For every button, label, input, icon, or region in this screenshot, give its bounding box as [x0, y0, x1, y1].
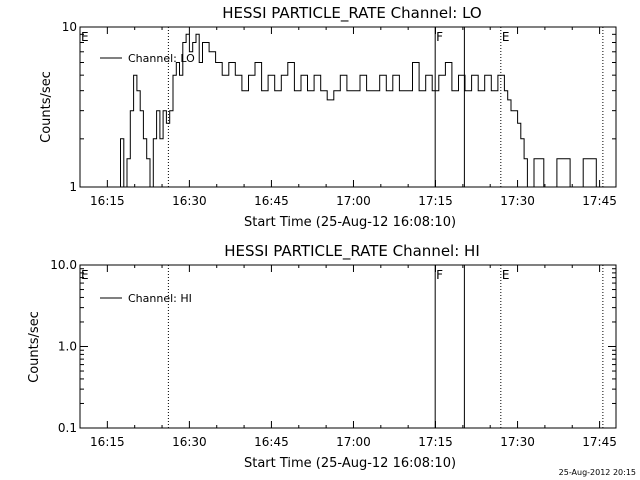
- lo-x-tick-label: 17:45: [582, 194, 617, 208]
- hi-y-tick-label: 10.0: [50, 258, 77, 272]
- hi-y-tick-label: 1.0: [58, 340, 77, 354]
- lo-x-tick-label: 16:30: [172, 194, 207, 208]
- hi-chart-title: HESSI PARTICLE_RATE Channel: HI: [224, 242, 480, 261]
- lo-x-tick-label: 17:30: [500, 194, 535, 208]
- hi-marker-label: F: [436, 268, 443, 282]
- hi-x-tick-label: 16:45: [254, 435, 289, 449]
- hi-x-tick-label: 17:00: [336, 435, 371, 449]
- lo-y-tick-label: 1: [69, 180, 77, 194]
- lo-x-tick-label: 16:15: [90, 194, 125, 208]
- hi-y-tick-label: 0.1: [58, 421, 77, 435]
- hi-x-tick-label: 17:30: [500, 435, 535, 449]
- lo-series-line: [117, 33, 603, 188]
- lo-marker-label: E: [502, 30, 510, 44]
- hi-ticks: 16:15 16:30 16:45 17:00 17:15 17:30 17:45 10.0 1…: [50, 258, 617, 449]
- lo-series: [117, 33, 603, 188]
- lo-legend-label: Channel: LO: [128, 52, 195, 65]
- hi-x-tick-label: 17:15: [418, 435, 453, 449]
- lo-plot-frame: [79, 26, 617, 188]
- hi-x-tick-label: 17:45: [582, 435, 617, 449]
- lo-marker-label: E: [81, 30, 89, 44]
- lo-channel-panel: HESSI PARTICLE_RATE Channel: LO Start Ti…: [39, 4, 617, 230]
- hi-x-axis-label: Start Time (25-Aug-12 16:08:10): [244, 456, 456, 471]
- hi-x-tick-label: 16:15: [90, 435, 125, 449]
- lo-x-axis-label: Start Time (25-Aug-12 16:08:10): [244, 215, 456, 230]
- lo-x-tick-label: 16:45: [254, 194, 289, 208]
- lo-ticks: 16:15 16:30 16:45 17:00 17:15 17:30 17:45 1 10: [62, 20, 617, 208]
- hi-y-axis-label: Counts/sec: [27, 311, 42, 383]
- lo-chart-title: HESSI PARTICLE_RATE Channel: LO: [222, 4, 481, 23]
- hi-marker-label: E: [81, 268, 89, 282]
- lo-y-tick-label: 10: [62, 20, 77, 34]
- hi-legend-label: Channel: HI: [128, 292, 192, 305]
- hi-marker-label: E: [502, 268, 510, 282]
- render-timestamp: 25-Aug-2012 20:15: [559, 468, 636, 477]
- hi-channel-panel: HESSI PARTICLE_RATE Channel: HI Start Ti…: [27, 242, 617, 471]
- lo-x-tick-label: 17:00: [336, 194, 371, 208]
- lo-x-tick-label: 17:15: [418, 194, 453, 208]
- hi-plot-frame: [79, 264, 617, 429]
- lo-marker-label: F: [436, 30, 443, 44]
- lo-y-axis-label: Counts/sec: [39, 71, 54, 143]
- hi-x-tick-label: 16:30: [172, 435, 207, 449]
